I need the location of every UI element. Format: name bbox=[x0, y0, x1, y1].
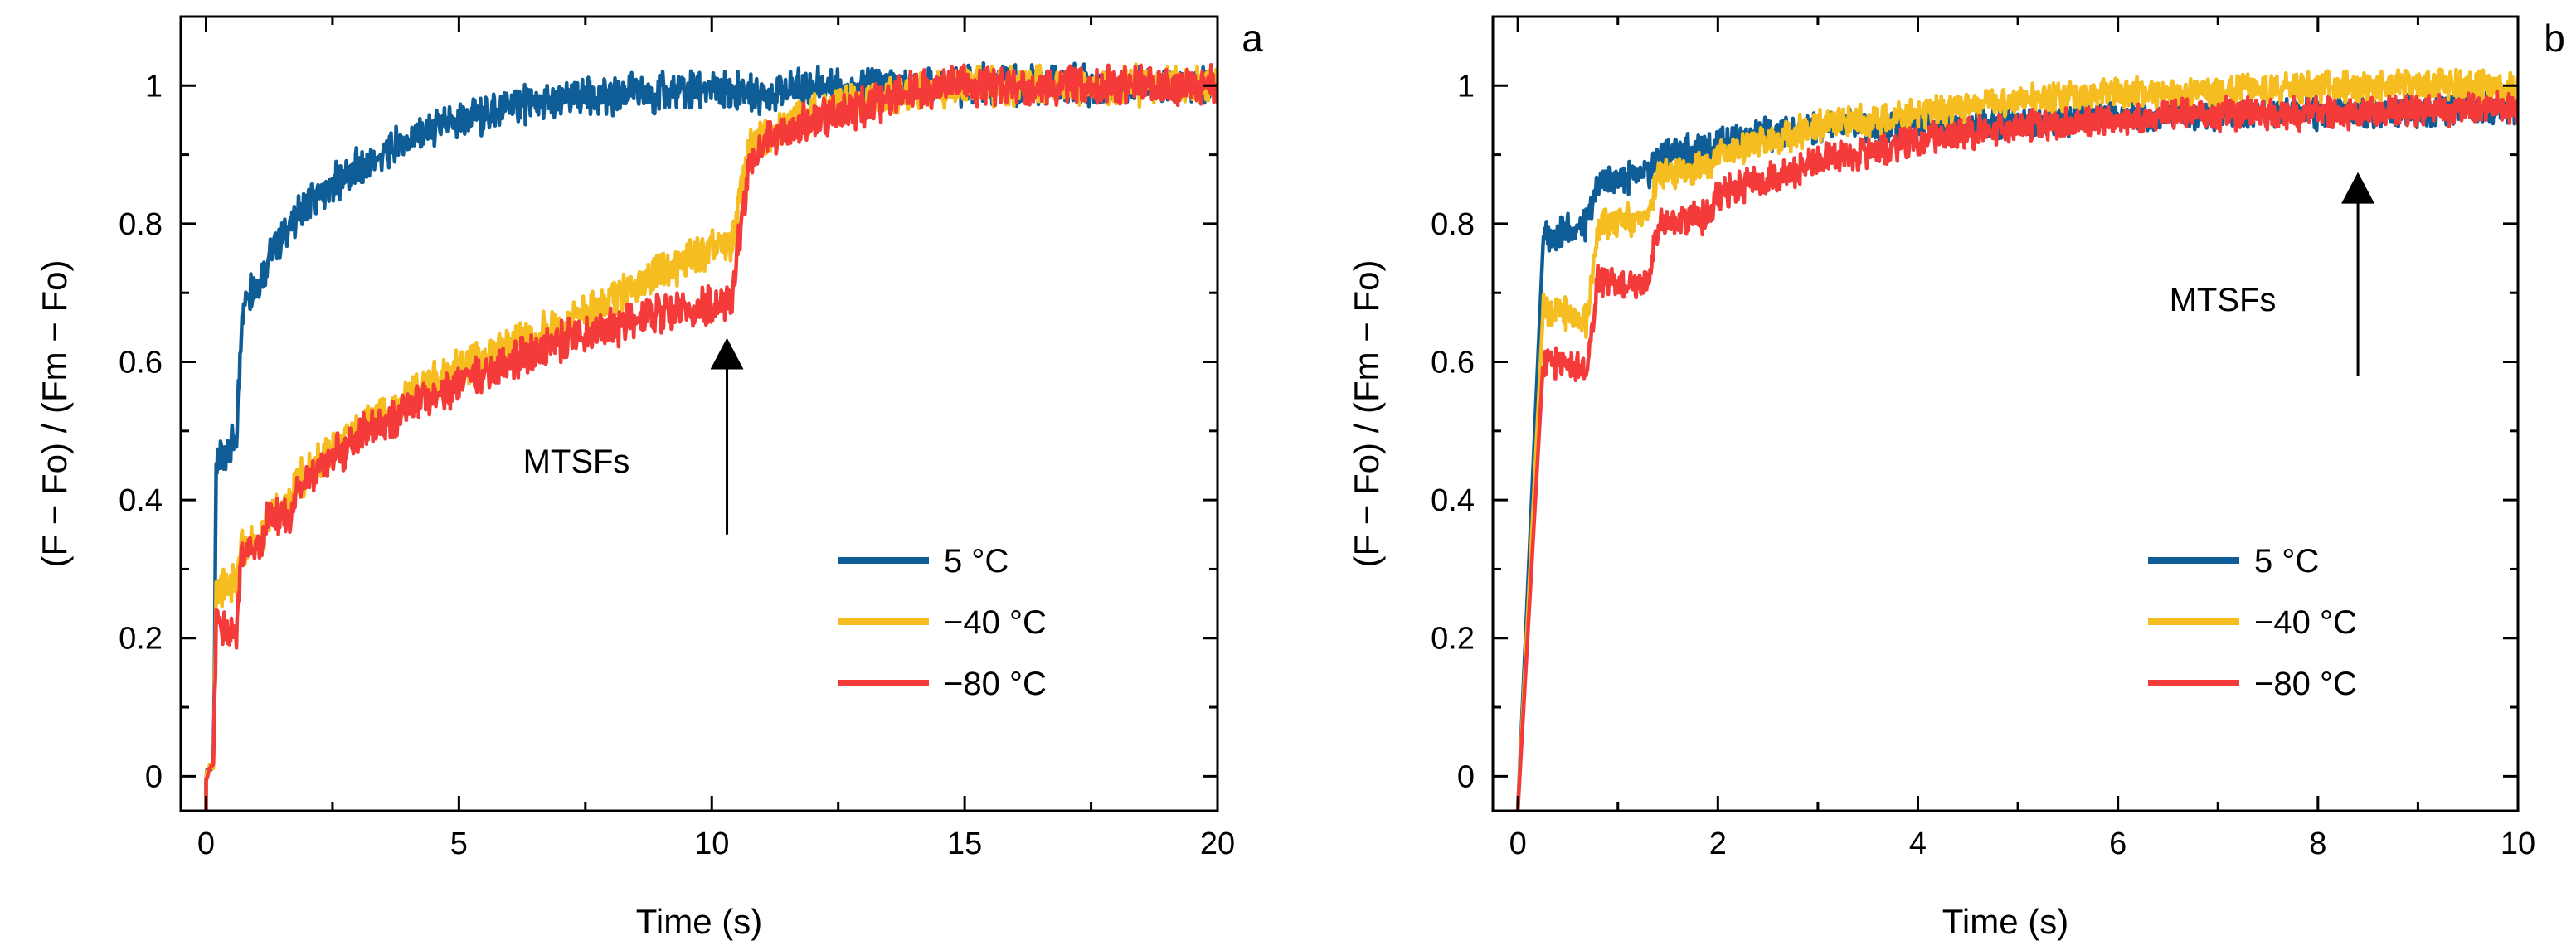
x-tick-label: 8 bbox=[2309, 826, 2326, 861]
series-line bbox=[204, 63, 1218, 811]
y-tick-label: 0.8 bbox=[119, 207, 163, 242]
y-axis-label: (F − Fo) / (Fm − Fo) bbox=[35, 259, 74, 567]
panel-b: 0 2 4 6 8 10 0 0.2 0.4 0.6 0.8 1 Time (s) (F − Fo) / … bbox=[1347, 15, 2565, 941]
x-tick-label: 2 bbox=[1709, 826, 1727, 861]
x-axis-label: Time (s) bbox=[636, 902, 762, 941]
y-tick-label: 0.6 bbox=[119, 346, 163, 380]
legend-label: 5 °C bbox=[2254, 543, 2319, 579]
legend-label: −80 °C bbox=[2254, 666, 2357, 702]
y-axis-label: (F − Fo) / (Fm − Fo) bbox=[1347, 259, 1386, 567]
series-line bbox=[1515, 67, 2518, 811]
y-tick-label: 0.2 bbox=[119, 622, 163, 657]
y-tick-label: 0.6 bbox=[1431, 346, 1475, 380]
x-tick-label: 0 bbox=[197, 826, 215, 861]
x-tick-label: 0 bbox=[1509, 826, 1527, 861]
x-tick-label: 15 bbox=[947, 826, 982, 861]
series-line bbox=[1515, 89, 2518, 811]
legend: 5 °C −40 °C −80 °C bbox=[2148, 543, 2357, 702]
annotation-label: MTSFs bbox=[523, 443, 630, 480]
y-tick-label: 0 bbox=[145, 759, 163, 794]
y-tick-label: 0.4 bbox=[1431, 483, 1475, 518]
x-axis-label: Time (s) bbox=[1942, 902, 2068, 941]
x-tick-label: 10 bbox=[2501, 826, 2535, 861]
legend-label: −40 °C bbox=[944, 604, 1047, 641]
x-tick-label: 4 bbox=[1909, 826, 1927, 861]
annotation-arrow-head bbox=[2341, 172, 2375, 204]
y-tick-label: 0.8 bbox=[1431, 207, 1475, 242]
plot-frame bbox=[1491, 15, 2520, 812]
x-tick-label: 20 bbox=[1200, 826, 1235, 861]
panel-label: b bbox=[2544, 17, 2565, 60]
y-tick-label: 1 bbox=[145, 69, 163, 104]
plot-frame bbox=[179, 15, 1219, 812]
y-tick-label: 0.2 bbox=[1431, 622, 1475, 657]
y-tick-label: 1 bbox=[1457, 69, 1475, 104]
annotation-arrow-head bbox=[710, 337, 744, 370]
series-group bbox=[1515, 67, 2518, 811]
legend-label: 5 °C bbox=[944, 543, 1009, 579]
x-tick-label: 5 bbox=[450, 826, 468, 861]
legend: 5 °C −40 °C −80 °C bbox=[838, 543, 1047, 702]
legend-label: −40 °C bbox=[2254, 604, 2357, 641]
y-tick-label: 0 bbox=[1457, 759, 1475, 794]
panel-a: 0 5 10 15 20 0 0.2 0.4 0.6 0.8 1 Time (s) (F − Fo) /… bbox=[35, 15, 1263, 941]
annotation-label: MTSFs bbox=[2170, 282, 2277, 318]
legend-label: −80 °C bbox=[944, 666, 1047, 702]
panel-label: a bbox=[1242, 17, 1263, 60]
series-group bbox=[204, 61, 1218, 811]
x-tick-label: 10 bbox=[694, 826, 729, 861]
y-tick-label: 0.4 bbox=[119, 483, 163, 518]
x-tick-label: 6 bbox=[2109, 826, 2126, 861]
